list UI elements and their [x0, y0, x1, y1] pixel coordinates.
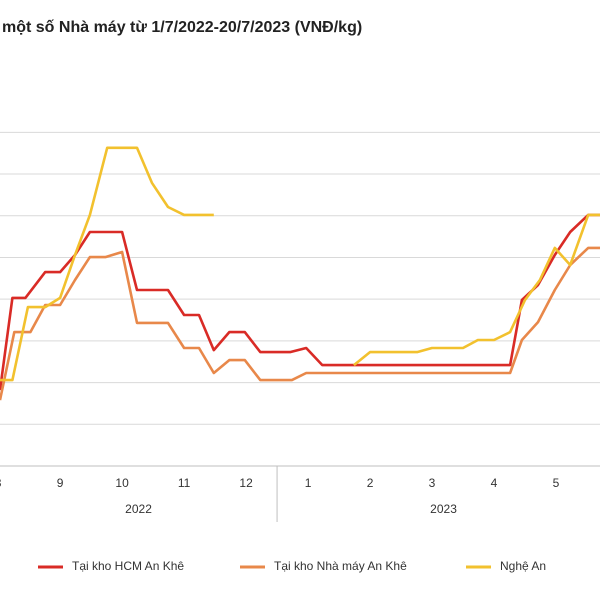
year-label: 2023: [430, 502, 457, 516]
x-tick-label: 1: [305, 476, 312, 490]
x-tick-label: 8: [0, 476, 2, 490]
year-label: 2022: [125, 502, 152, 516]
x-tick-label: 12: [239, 476, 253, 490]
x-tick-label: 4: [491, 476, 498, 490]
series-line: [0, 213, 600, 391]
chart-title: một số Nhà máy từ 1/7/2022-20/7/2023 (VN…: [2, 19, 362, 36]
x-tick-label: 5: [553, 476, 560, 490]
series-line: [0, 246, 600, 401]
series-line: [0, 146, 600, 382]
legend-label: Tại kho HCM An Khê: [72, 559, 184, 573]
x-tick-label: 3: [429, 476, 436, 490]
x-tick-label: 9: [57, 476, 64, 490]
legend-label: Nghệ An: [500, 559, 546, 573]
legend-label: Tại kho Nhà máy An Khê: [274, 559, 407, 573]
x-tick-label: 11: [178, 476, 191, 490]
x-tick-label: 2: [367, 476, 374, 490]
x-tick-label: 10: [115, 476, 129, 490]
